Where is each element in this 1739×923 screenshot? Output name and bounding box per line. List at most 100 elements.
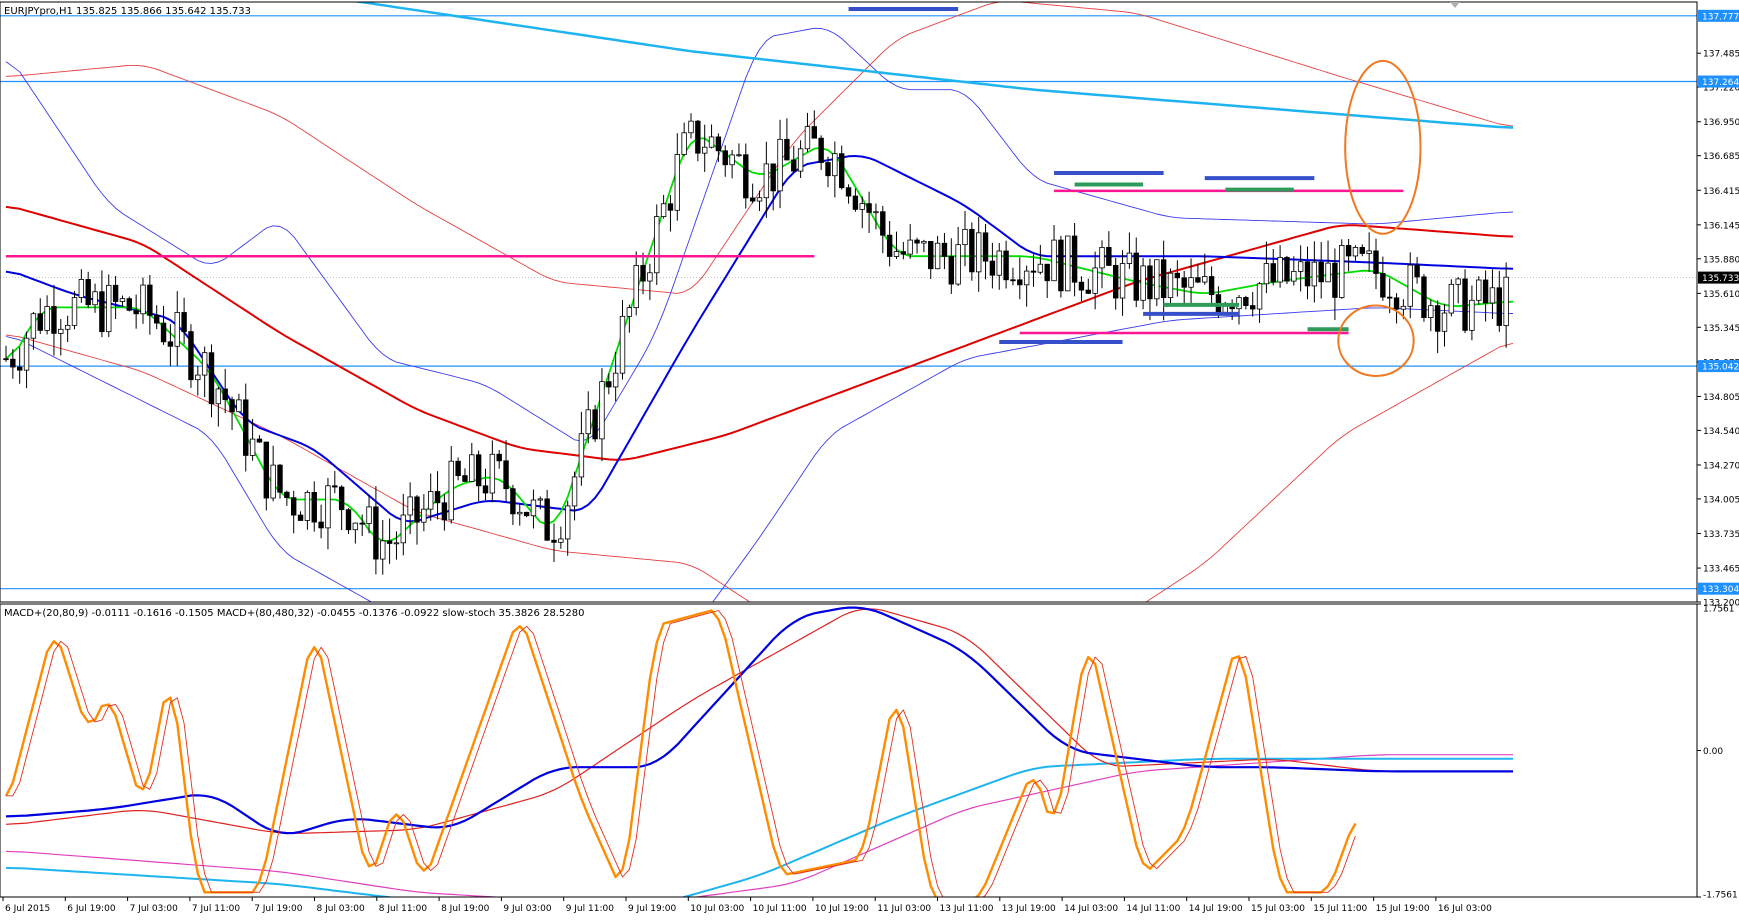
orange-ellipse-0[interactable] <box>1344 59 1422 235</box>
candle <box>510 488 516 515</box>
candle <box>51 306 57 334</box>
candle <box>989 260 996 276</box>
candle <box>523 511 530 517</box>
candle <box>1065 235 1071 292</box>
time-tick-label: 10 Jul 11:00 <box>753 904 807 914</box>
candle <box>380 540 386 560</box>
candle <box>1489 287 1496 304</box>
time-tick-label: 8 Jul 03:00 <box>317 904 366 914</box>
candle <box>58 328 64 334</box>
price-tick-label: 136.415 <box>1703 187 1739 197</box>
candle <box>1448 283 1455 314</box>
time-tick-label: 14 Jul 19:00 <box>1189 904 1243 914</box>
candle <box>1017 279 1023 286</box>
candle <box>373 506 379 560</box>
macd-fast-signal-line <box>5 608 1513 834</box>
price-tick-label: 135.880 <box>1703 255 1739 265</box>
time-axis: 6 Jul 2015 6 Jul 19:00 7 Jul 03:00 7 Jul 11… <box>2 897 1492 914</box>
candle <box>612 372 619 388</box>
candle <box>777 138 783 192</box>
candle <box>332 485 338 488</box>
candle <box>571 476 578 507</box>
candle <box>633 265 639 309</box>
candle <box>667 203 674 211</box>
candle <box>1023 270 1030 286</box>
candle <box>893 251 900 257</box>
candle <box>1434 305 1441 332</box>
level-price-box-0 <box>1698 9 1739 22</box>
candle <box>729 154 735 166</box>
price-tick-label: 134.270 <box>1703 461 1739 471</box>
candle <box>1010 279 1016 282</box>
candle <box>181 312 187 333</box>
candle <box>702 146 708 154</box>
orange-ellipse-1[interactable] <box>1337 304 1415 377</box>
candle <box>1058 239 1064 292</box>
candle <box>770 163 776 192</box>
candle <box>393 542 400 545</box>
main-panel-border <box>0 1 1698 603</box>
time-tick-label: 15 Jul 11:00 <box>1313 904 1367 914</box>
candle <box>736 154 742 157</box>
indicator-tick-label: 0.00 <box>1703 747 1723 757</box>
level-price-label-3: 133.304 <box>1702 585 1739 595</box>
candle <box>1256 283 1263 310</box>
price-tick-label: 134.805 <box>1703 393 1739 403</box>
candle <box>880 211 886 236</box>
candle <box>71 297 78 326</box>
candle <box>695 120 701 154</box>
candle <box>1297 261 1304 272</box>
candle <box>1078 281 1085 291</box>
candle <box>1318 261 1324 283</box>
price-tick-label: 137.220 <box>1703 84 1739 94</box>
candle <box>804 126 811 150</box>
candle <box>626 307 633 317</box>
indicator-tick-label: -1.7561 <box>1703 891 1738 901</box>
price-tick-label: 134.540 <box>1703 427 1739 437</box>
candle <box>359 522 365 525</box>
time-tick-label: 8 Jul 19:00 <box>441 904 490 914</box>
candle <box>784 138 790 161</box>
indicator-panel[interactable] <box>4 606 1513 909</box>
bollinger-upper <box>5 27 1514 442</box>
candle <box>1339 245 1345 298</box>
candle <box>654 216 660 274</box>
scroll-marker-icon[interactable] <box>1450 2 1460 8</box>
candle <box>277 464 283 493</box>
candle <box>1174 272 1181 279</box>
candle <box>674 154 680 211</box>
time-tick-label: 6 Jul 2015 <box>5 904 50 914</box>
candle <box>85 279 91 306</box>
time-tick-label: 8 Jul 11:00 <box>379 904 428 914</box>
candle <box>1188 277 1194 288</box>
candle <box>551 539 557 543</box>
candle <box>934 242 941 270</box>
candle <box>640 265 646 282</box>
candle <box>517 511 523 515</box>
candle <box>284 491 290 499</box>
candle <box>585 409 591 435</box>
candle <box>188 331 194 381</box>
candle <box>297 514 304 521</box>
candle <box>921 240 927 244</box>
candle <box>119 298 126 302</box>
candle <box>839 153 845 189</box>
price-tick-label: 133.200 <box>1703 599 1739 609</box>
price-tick-label: 133.465 <box>1703 565 1739 575</box>
candle <box>1476 279 1482 301</box>
price-tick-label: 133.735 <box>1703 530 1739 540</box>
time-tick-label: 10 Jul 03:00 <box>690 904 744 914</box>
candle <box>544 498 550 541</box>
candle <box>421 508 427 523</box>
candle <box>1400 305 1407 310</box>
candle <box>78 279 85 298</box>
candle <box>352 522 359 531</box>
price-tick-label: 136.145 <box>1703 221 1739 231</box>
candle <box>318 521 324 529</box>
candle <box>92 291 98 306</box>
price-tick-label: 135.345 <box>1703 324 1739 334</box>
indicator-tick-label: 1.7561 <box>1703 605 1735 615</box>
main-price-panel[interactable] <box>0 0 1697 749</box>
